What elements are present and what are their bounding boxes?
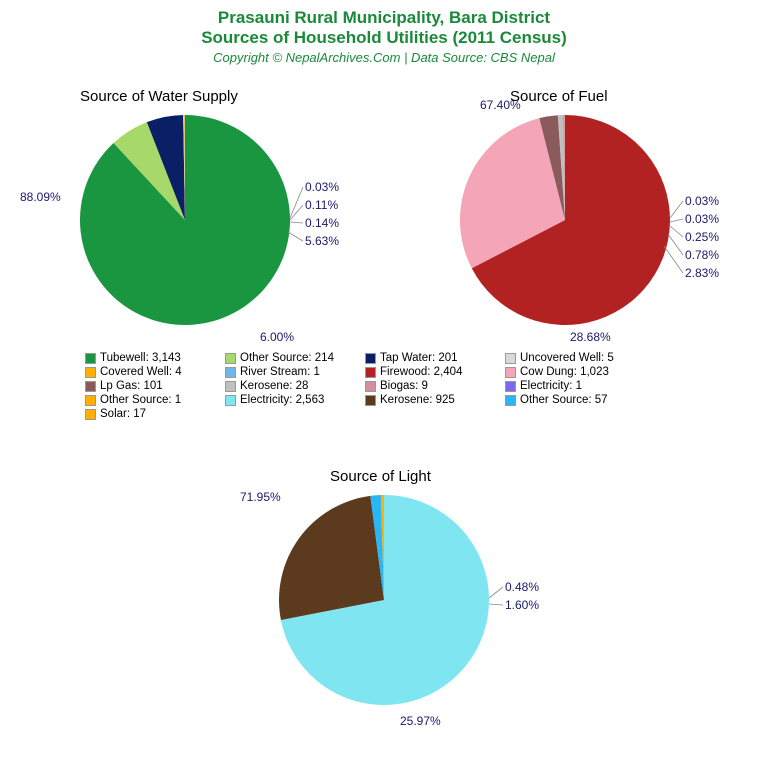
legend-label: Electricity: 1 <box>520 380 582 392</box>
light-slice <box>281 495 489 705</box>
legend-swatch <box>85 353 96 364</box>
legend-swatch <box>85 381 96 392</box>
legend-label: Other Source: 214 <box>240 352 334 364</box>
legend-item: Cow Dung: 1,023 <box>505 366 635 378</box>
shared-legend: Tubewell: 3,143 Other Source: 214 Tap Wate… <box>85 352 685 422</box>
legend-swatch <box>365 353 376 364</box>
legend-label: Other Source: 57 <box>520 394 608 406</box>
legend-label: Solar: 17 <box>100 408 146 420</box>
water-pct-label: 5.63% <box>305 234 339 248</box>
water-slice <box>184 115 185 220</box>
fuel-pct-label: 0.03% <box>685 212 719 226</box>
legend-label: Electricity: 2,563 <box>240 394 324 406</box>
legend-item: Kerosene: 925 <box>365 394 495 406</box>
legend-swatch <box>505 353 516 364</box>
title-line-1: Prasauni Rural Municipality, Bara Distri… <box>0 8 768 28</box>
legend-item: Firewood: 2,404 <box>365 366 495 378</box>
fuel-slice <box>558 115 565 220</box>
fuel-pct-label: 0.03% <box>685 194 719 208</box>
water-chart-title: Source of Water Supply <box>80 88 238 105</box>
water-pct-label: 0.14% <box>305 216 339 230</box>
legend-swatch <box>225 367 236 378</box>
legend-label: Other Source: 1 <box>100 394 181 406</box>
legend-swatch <box>505 395 516 406</box>
water-slice <box>114 122 185 220</box>
legend-label: Lp Gas: 101 <box>100 380 163 392</box>
legend-label: Tap Water: 201 <box>380 352 458 364</box>
fuel-pct-label: 2.83% <box>685 266 719 280</box>
legend-item: Kerosene: 28 <box>225 380 355 392</box>
water-pct-label: 0.11% <box>305 198 338 212</box>
legend-swatch <box>505 381 516 392</box>
fuel-slice <box>472 115 670 325</box>
legend-label: Uncovered Well: 5 <box>520 352 614 364</box>
light-slice <box>370 495 384 600</box>
legend-item: Lp Gas: 101 <box>85 380 215 392</box>
legend-swatch <box>225 395 236 406</box>
fuel-slice <box>563 115 565 220</box>
legend-item: Electricity: 1 <box>505 380 635 392</box>
legend-swatch <box>85 409 96 420</box>
fuel-slice <box>460 118 565 268</box>
legend-item: Electricity: 2,563 <box>225 394 355 406</box>
legend-label: Covered Well: 4 <box>100 366 182 378</box>
fuel-pct-label: 28.68% <box>570 330 611 344</box>
legend-swatch <box>85 395 96 406</box>
legend-swatch <box>365 367 376 378</box>
light-pct-label: 25.97% <box>400 714 441 728</box>
legend-label: Cow Dung: 1,023 <box>520 366 609 378</box>
light-chart-title: Source of Light <box>330 468 431 485</box>
legend-item: Other Source: 1 <box>85 394 215 406</box>
legend-swatch <box>225 353 236 364</box>
light-pct-label: 0.48% <box>505 580 539 594</box>
legend-label: Kerosene: 28 <box>240 380 308 392</box>
fuel-pct-label: 0.78% <box>685 248 719 262</box>
fuel-chart-title: Source of Fuel <box>510 88 608 105</box>
light-slice <box>381 495 384 600</box>
legend-item: Tubewell: 3,143 <box>85 352 215 364</box>
legend-item: Covered Well: 4 <box>85 366 215 378</box>
fuel-pct-label: 0.25% <box>685 230 719 244</box>
title-line-2: Sources of Household Utilities (2011 Cen… <box>0 28 768 48</box>
water-pct-label: 0.03% <box>305 180 339 194</box>
legend-swatch <box>365 395 376 406</box>
legend-swatch <box>365 381 376 392</box>
legend-item: Other Source: 214 <box>225 352 355 364</box>
legend-label: River Stream: 1 <box>240 366 320 378</box>
water-pct-label: 88.09% <box>20 190 61 204</box>
legend-item: Biogas: 9 <box>365 380 495 392</box>
subtitle: Copyright © NepalArchives.Com | Data Sou… <box>0 50 768 65</box>
legend-label: Firewood: 2,404 <box>380 366 462 378</box>
legend-swatch <box>85 367 96 378</box>
light-pct-label: 1.60% <box>505 598 539 612</box>
legend-label: Biogas: 9 <box>380 380 428 392</box>
legend-label: Tubewell: 3,143 <box>100 352 181 364</box>
water-slice <box>80 115 290 325</box>
legend-item: River Stream: 1 <box>225 366 355 378</box>
water-pct-label: 6.00% <box>260 330 294 344</box>
legend-item: Tap Water: 201 <box>365 352 495 364</box>
legend-label: Kerosene: 925 <box>380 394 455 406</box>
light-pct-label: 71.95% <box>240 490 281 504</box>
light-slice <box>279 496 384 620</box>
water-slice <box>183 115 185 220</box>
water-slice <box>147 115 185 220</box>
legend-swatch <box>225 381 236 392</box>
fuel-slice <box>539 115 565 220</box>
legend-swatch <box>505 367 516 378</box>
legend-item: Uncovered Well: 5 <box>505 352 635 364</box>
legend-item: Other Source: 57 <box>505 394 635 406</box>
fuel-pct-label: 67.40% <box>480 98 521 112</box>
legend-item: Solar: 17 <box>85 408 215 420</box>
title-block: Prasauni Rural Municipality, Bara Distri… <box>0 0 768 65</box>
